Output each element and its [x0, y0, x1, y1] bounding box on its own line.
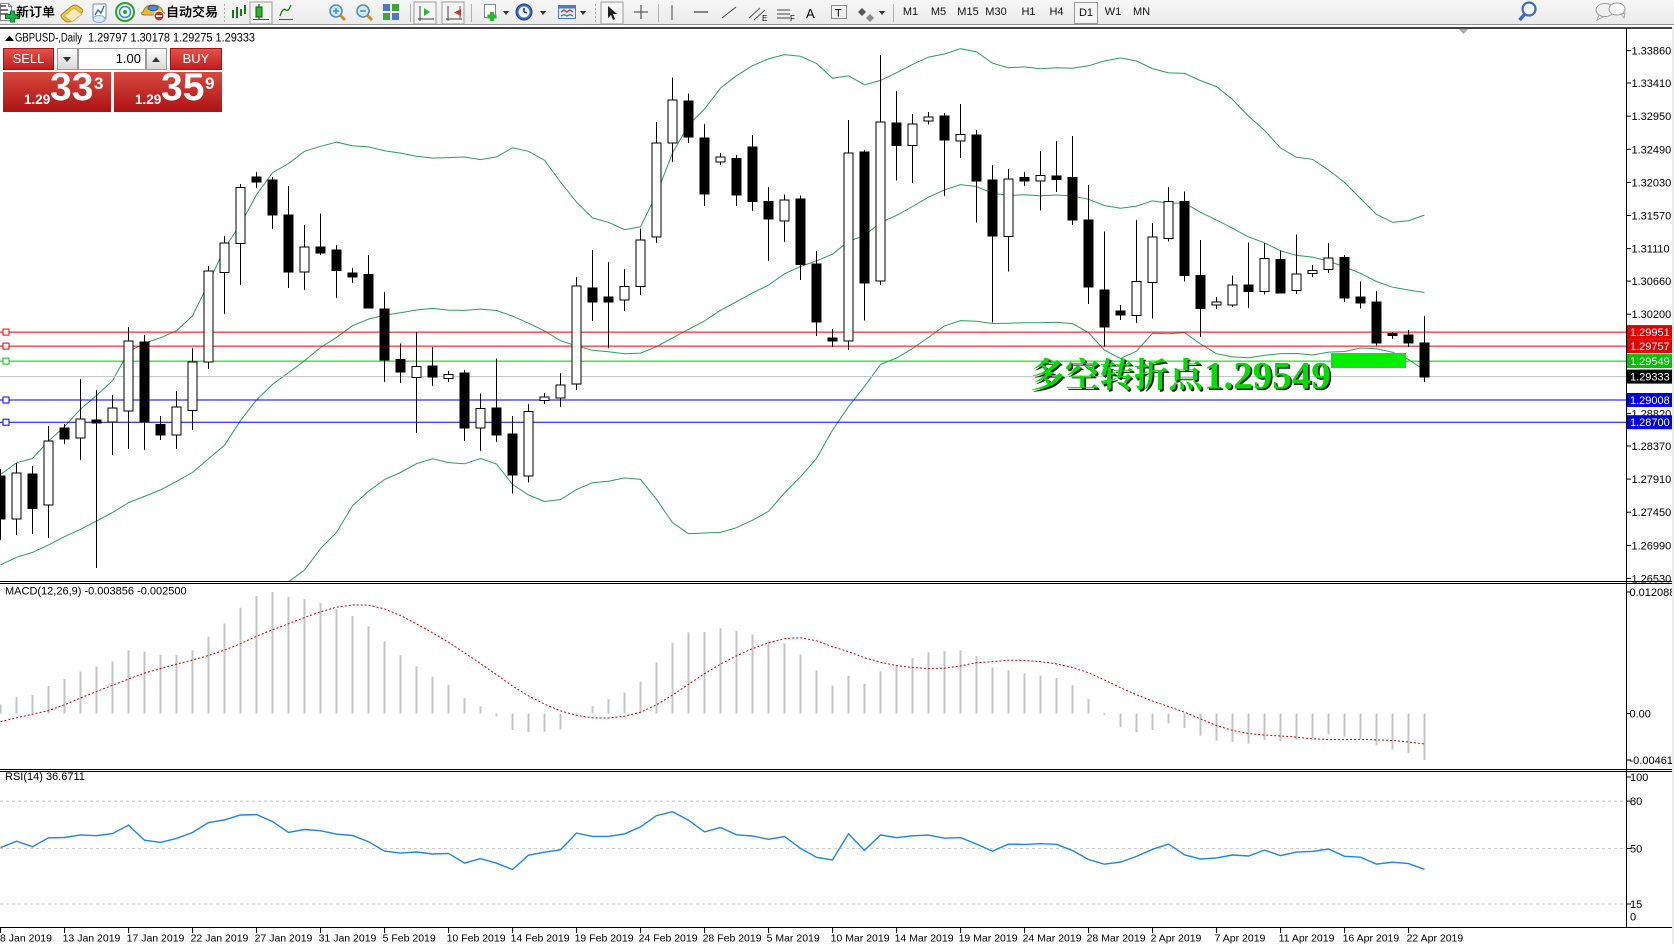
svg-text:1.29797 1.30178 1.29275 1.2933: 1.29797 1.30178 1.29275 1.29333 — [88, 33, 255, 45]
svg-text:24 Mar 2019: 24 Mar 2019 — [1023, 933, 1082, 944]
svg-text:GBPUSD-,Daily: GBPUSD-,Daily — [15, 33, 82, 45]
svg-text:14 Mar 2019: 14 Mar 2019 — [895, 933, 954, 944]
svg-text:0.012088: 0.012088 — [1630, 587, 1674, 599]
svg-text:1.32950: 1.32950 — [1632, 111, 1672, 123]
svg-text:1.30200: 1.30200 — [1632, 309, 1672, 321]
svg-text:28 Mar 2019: 28 Mar 2019 — [1087, 933, 1146, 944]
svg-text:1.26990: 1.26990 — [1632, 540, 1672, 552]
svg-text:F: F — [790, 14, 795, 23]
svg-text:1.29757: 1.29757 — [1630, 341, 1670, 353]
svg-text:14 Feb 2019: 14 Feb 2019 — [511, 933, 570, 944]
svg-text:1.30660: 1.30660 — [1632, 276, 1672, 288]
svg-text:1.27450: 1.27450 — [1632, 507, 1672, 519]
svg-text:24 Feb 2019: 24 Feb 2019 — [639, 933, 698, 944]
svg-text:1.33410: 1.33410 — [1632, 78, 1672, 90]
svg-text:1.32490: 1.32490 — [1632, 144, 1672, 156]
svg-text:16 Apr 2019: 16 Apr 2019 — [1343, 933, 1400, 944]
svg-text:0: 0 — [1630, 912, 1636, 924]
svg-text:-0.004615: -0.004615 — [1630, 755, 1674, 767]
svg-text:27 Jan 2019: 27 Jan 2019 — [255, 933, 313, 944]
svg-text:1.33860: 1.33860 — [1632, 46, 1672, 58]
svg-text:0.00: 0.00 — [1630, 709, 1651, 721]
svg-text:T: T — [835, 8, 842, 20]
svg-text:1.29549: 1.29549 — [1206, 356, 1333, 399]
svg-text:19 Feb 2019: 19 Feb 2019 — [575, 933, 634, 944]
svg-text:RSI(14) 36.6711: RSI(14) 36.6711 — [5, 771, 85, 783]
svg-text:15: 15 — [1630, 899, 1642, 911]
svg-text:1.32030: 1.32030 — [1632, 177, 1672, 189]
svg-text:1.29008: 1.29008 — [1630, 395, 1670, 407]
svg-text:1.28370: 1.28370 — [1632, 441, 1672, 453]
svg-text:A: A — [806, 6, 815, 21]
svg-text:1.26530: 1.26530 — [1632, 574, 1672, 586]
svg-text:1.27910: 1.27910 — [1632, 474, 1672, 486]
svg-text:1.29951: 1.29951 — [1630, 327, 1670, 339]
svg-text:10 Mar 2019: 10 Mar 2019 — [831, 933, 890, 944]
svg-text:31 Jan 2019: 31 Jan 2019 — [319, 933, 377, 944]
svg-text:8 Jan 2019: 8 Jan 2019 — [0, 933, 52, 944]
svg-text:1.29549: 1.29549 — [1630, 356, 1670, 368]
svg-text:5 Mar 2019: 5 Mar 2019 — [767, 933, 820, 944]
svg-text:80: 80 — [1630, 796, 1642, 808]
svg-text:17 Jan 2019: 17 Jan 2019 — [127, 933, 185, 944]
svg-text:E: E — [762, 14, 767, 23]
svg-text:1.29549: 1.29549 — [1204, 355, 1331, 398]
svg-text:2 Apr 2019: 2 Apr 2019 — [1151, 933, 1202, 944]
svg-text:1.28700: 1.28700 — [1630, 417, 1670, 429]
svg-text:MACD(12,26,9) -0.003856 -0.002: MACD(12,26,9) -0.003856 -0.002500 — [5, 586, 187, 598]
svg-text:50: 50 — [1630, 844, 1642, 856]
svg-text:11 Apr 2019: 11 Apr 2019 — [1279, 933, 1335, 944]
svg-text:10 Feb 2019: 10 Feb 2019 — [447, 933, 506, 944]
svg-text:5 Feb 2019: 5 Feb 2019 — [383, 933, 436, 944]
svg-text:22 Jan 2019: 22 Jan 2019 — [191, 933, 249, 944]
svg-text:100: 100 — [1630, 772, 1648, 784]
svg-text:1.29333: 1.29333 — [1630, 372, 1670, 384]
svg-text:1.31110: 1.31110 — [1632, 244, 1670, 256]
svg-text:22 Apr 2019: 22 Apr 2019 — [1407, 933, 1464, 944]
svg-text:28 Feb 2019: 28 Feb 2019 — [703, 933, 762, 944]
svg-text:1.31570: 1.31570 — [1632, 211, 1672, 223]
svg-text:19 Mar 2019: 19 Mar 2019 — [959, 933, 1018, 944]
svg-text:13 Jan 2019: 13 Jan 2019 — [63, 933, 121, 944]
svg-text:7 Apr 2019: 7 Apr 2019 — [1215, 933, 1266, 944]
